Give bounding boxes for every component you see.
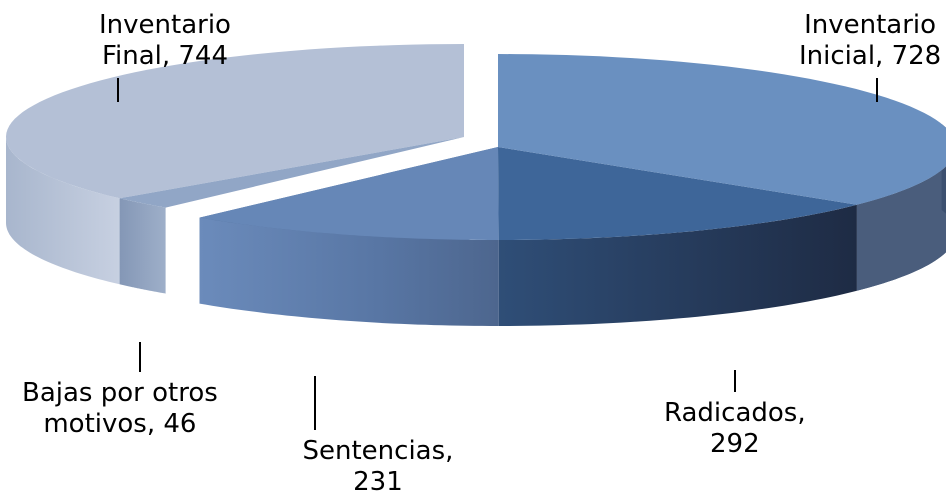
slice-rim-inventario-inicial <box>856 123 946 291</box>
slice-inventario-final <box>6 44 464 199</box>
data-label-line: Sentencias, <box>302 436 454 466</box>
slice-side-inventario-final <box>6 137 120 285</box>
data-label-sentencias: Sentencias, 231 <box>303 436 454 498</box>
data-label-line: 292 <box>709 429 760 459</box>
data-label-line: Final, 744 <box>101 41 229 71</box>
data-label-inventario-inicial: Inventario Inicial, 728 <box>799 10 941 72</box>
data-label-line: Bajas por otros <box>22 378 218 408</box>
data-label-line: Inventario <box>99 10 231 40</box>
slice-radicados <box>498 147 857 240</box>
data-label-bajas-por-otros-motivos: Bajas por otros motivos, 46 <box>22 378 218 440</box>
slice-side-sentencias <box>199 217 499 326</box>
data-label-line: 231 <box>353 467 403 497</box>
data-label-inventario-final: Inventario Final, 744 <box>99 10 231 72</box>
slice-inventario-inicial <box>498 54 946 205</box>
pie-top-layer <box>6 44 946 240</box>
slice-sentencias <box>199 147 499 240</box>
slice-side-bajas-por-otros-motivos <box>119 198 166 294</box>
leader-lines <box>117 78 878 430</box>
data-label-radicados: Radicados, 292 <box>664 398 806 460</box>
data-label-line: Radicados, <box>664 398 806 428</box>
slice-bajas-por-otros-motivos <box>119 137 464 208</box>
data-label-line: Inventario <box>804 10 937 40</box>
data-label-line: Inicial, 728 <box>799 41 942 71</box>
slice-side-radicados <box>498 204 857 326</box>
data-label-line: motivos, 46 <box>43 409 197 439</box>
